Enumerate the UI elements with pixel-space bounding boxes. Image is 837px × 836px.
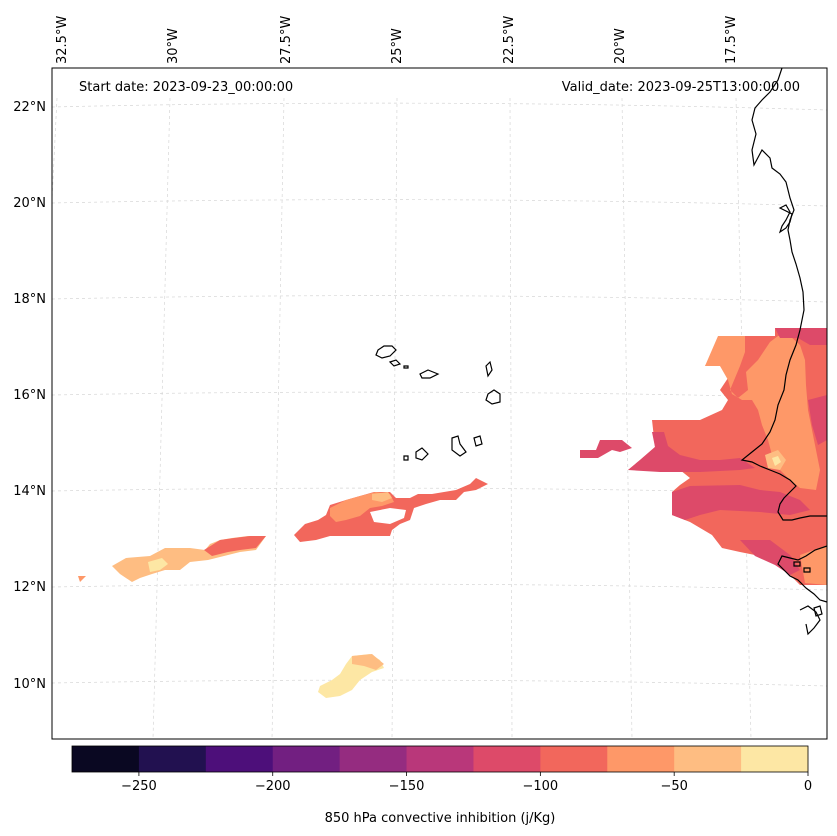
colorbar-tick-label: −100 bbox=[523, 779, 559, 794]
colorbar-segment bbox=[205, 746, 274, 772]
cape-verde-sal bbox=[485, 360, 493, 378]
gridline-lon-32-5 bbox=[51, 97, 58, 201]
colorbar-title: 850 hPa convective inhibition (j/Kg) bbox=[325, 811, 556, 826]
colorbar-segment bbox=[272, 746, 341, 772]
cin-region-africa-magenta-3 bbox=[672, 485, 810, 520]
cin-region-africa-orange-1 bbox=[705, 336, 820, 490]
gridline-lat-18 bbox=[51, 295, 828, 303]
lat-label-10: 10°N bbox=[13, 677, 46, 692]
cin-band-central-hole bbox=[370, 508, 406, 524]
map-background bbox=[52, 68, 827, 739]
gridline-lat-22 bbox=[51, 102, 828, 111]
gridline-lon-20 bbox=[621, 97, 633, 740]
cin-filled-contours bbox=[78, 328, 827, 698]
lat-label-16: 16°N bbox=[13, 388, 46, 403]
cape-verde-maio bbox=[473, 435, 483, 447]
map-frame bbox=[51, 67, 828, 740]
cin-region-africa-magenta-5 bbox=[808, 395, 827, 445]
colorbar-tick-label: 0 bbox=[804, 779, 812, 794]
colorbar bbox=[71, 745, 809, 773]
valid-date-text: Valid_date: 2023-09-25T13:00:00.00 bbox=[562, 80, 800, 95]
colorbar-frame bbox=[71, 745, 809, 773]
graticule bbox=[51, 97, 828, 740]
lat-label-14: 14°N bbox=[13, 484, 46, 499]
cin-region-africa-magenta-4 bbox=[740, 540, 800, 575]
colorbar-ticks: −250 −200 −150 −100 −50 0 bbox=[121, 772, 812, 794]
latitude-labels: 22°N 20°N 18°N 16°N 14°N 12°N 10°N bbox=[13, 100, 46, 692]
colorbar-segment bbox=[674, 746, 742, 772]
colorbar-segment bbox=[72, 746, 140, 772]
cin-band-west-pale bbox=[148, 558, 168, 572]
cin-band-central-light bbox=[372, 492, 392, 502]
lon-label-25: 25°W bbox=[390, 28, 405, 64]
bissagos-islands bbox=[793, 561, 823, 617]
cin-region-africa-magenta-1 bbox=[775, 328, 827, 345]
gridline-lon-25 bbox=[391, 97, 398, 740]
colorbar-segment bbox=[473, 746, 541, 772]
lon-label-32-5: 32.5°W bbox=[55, 16, 70, 64]
gridline-lat-20 bbox=[51, 199, 828, 207]
cape-verde-fogo bbox=[415, 447, 429, 461]
coastlines bbox=[375, 67, 828, 636]
lon-label-27-5: 27.5°W bbox=[279, 16, 294, 64]
colorbar-segment bbox=[406, 746, 474, 772]
cape-verde-sao-nicolau bbox=[419, 369, 440, 379]
cin-region-africa-magenta-2 bbox=[628, 432, 755, 472]
start-date-text: Start date: 2023-09-23_00:00:00 bbox=[79, 80, 293, 95]
colorbar-segment bbox=[540, 746, 608, 772]
colorbar-tick-label: −150 bbox=[389, 779, 425, 794]
gridline-lon-30 bbox=[152, 97, 171, 740]
colorbar-segment bbox=[138, 746, 207, 772]
gridline-lat-14 bbox=[51, 487, 828, 495]
lat-label-18: 18°N bbox=[13, 292, 46, 307]
colorbar-tick-label: −200 bbox=[255, 779, 291, 794]
gridline-lat-12 bbox=[51, 583, 828, 591]
gridline-lat-16 bbox=[51, 391, 828, 399]
cape-verde-brava bbox=[403, 455, 409, 461]
colorbar-segment bbox=[339, 746, 408, 772]
cape-verde-santiago bbox=[451, 435, 467, 457]
cape-verde-boa-vista bbox=[485, 389, 501, 405]
cin-region-offshore-strip bbox=[580, 440, 632, 458]
cin-band-west-tip bbox=[78, 576, 86, 582]
senegal-river-mouth bbox=[778, 204, 793, 234]
gridline-lon-22-5 bbox=[509, 97, 513, 740]
lon-label-30: 30°W bbox=[166, 28, 181, 64]
longitude-labels: 32.5°W 30°W 27.5°W 25°W 22.5°W 20°W 17.5… bbox=[55, 16, 739, 64]
colorbar-segment bbox=[741, 746, 809, 772]
lat-label-22: 22°N bbox=[13, 100, 46, 115]
colorbar-segment bbox=[607, 746, 675, 772]
lon-label-17-5: 17.5°W bbox=[724, 16, 739, 64]
lat-label-20: 20°N bbox=[13, 196, 46, 211]
cin-region-africa-pale bbox=[772, 456, 781, 466]
gridline-lat-10 bbox=[51, 679, 828, 687]
cin-band-west-salmon bbox=[204, 536, 266, 556]
cape-verde-santo-antao bbox=[375, 345, 397, 359]
gridline-lon-27-5 bbox=[271, 97, 285, 740]
lon-label-20: 20°W bbox=[613, 28, 628, 64]
africa-coastline bbox=[740, 67, 828, 636]
cape-verde-santa-luzia bbox=[403, 365, 409, 369]
lon-label-22-5: 22.5°W bbox=[502, 16, 517, 64]
colorbar-tick-label: −250 bbox=[121, 779, 157, 794]
cin-blob-south-orange bbox=[352, 654, 384, 670]
colorbar-tick-label: −50 bbox=[660, 779, 687, 794]
cape-verde-sao-vicente bbox=[388, 359, 402, 367]
lat-label-12: 12°N bbox=[13, 580, 46, 595]
